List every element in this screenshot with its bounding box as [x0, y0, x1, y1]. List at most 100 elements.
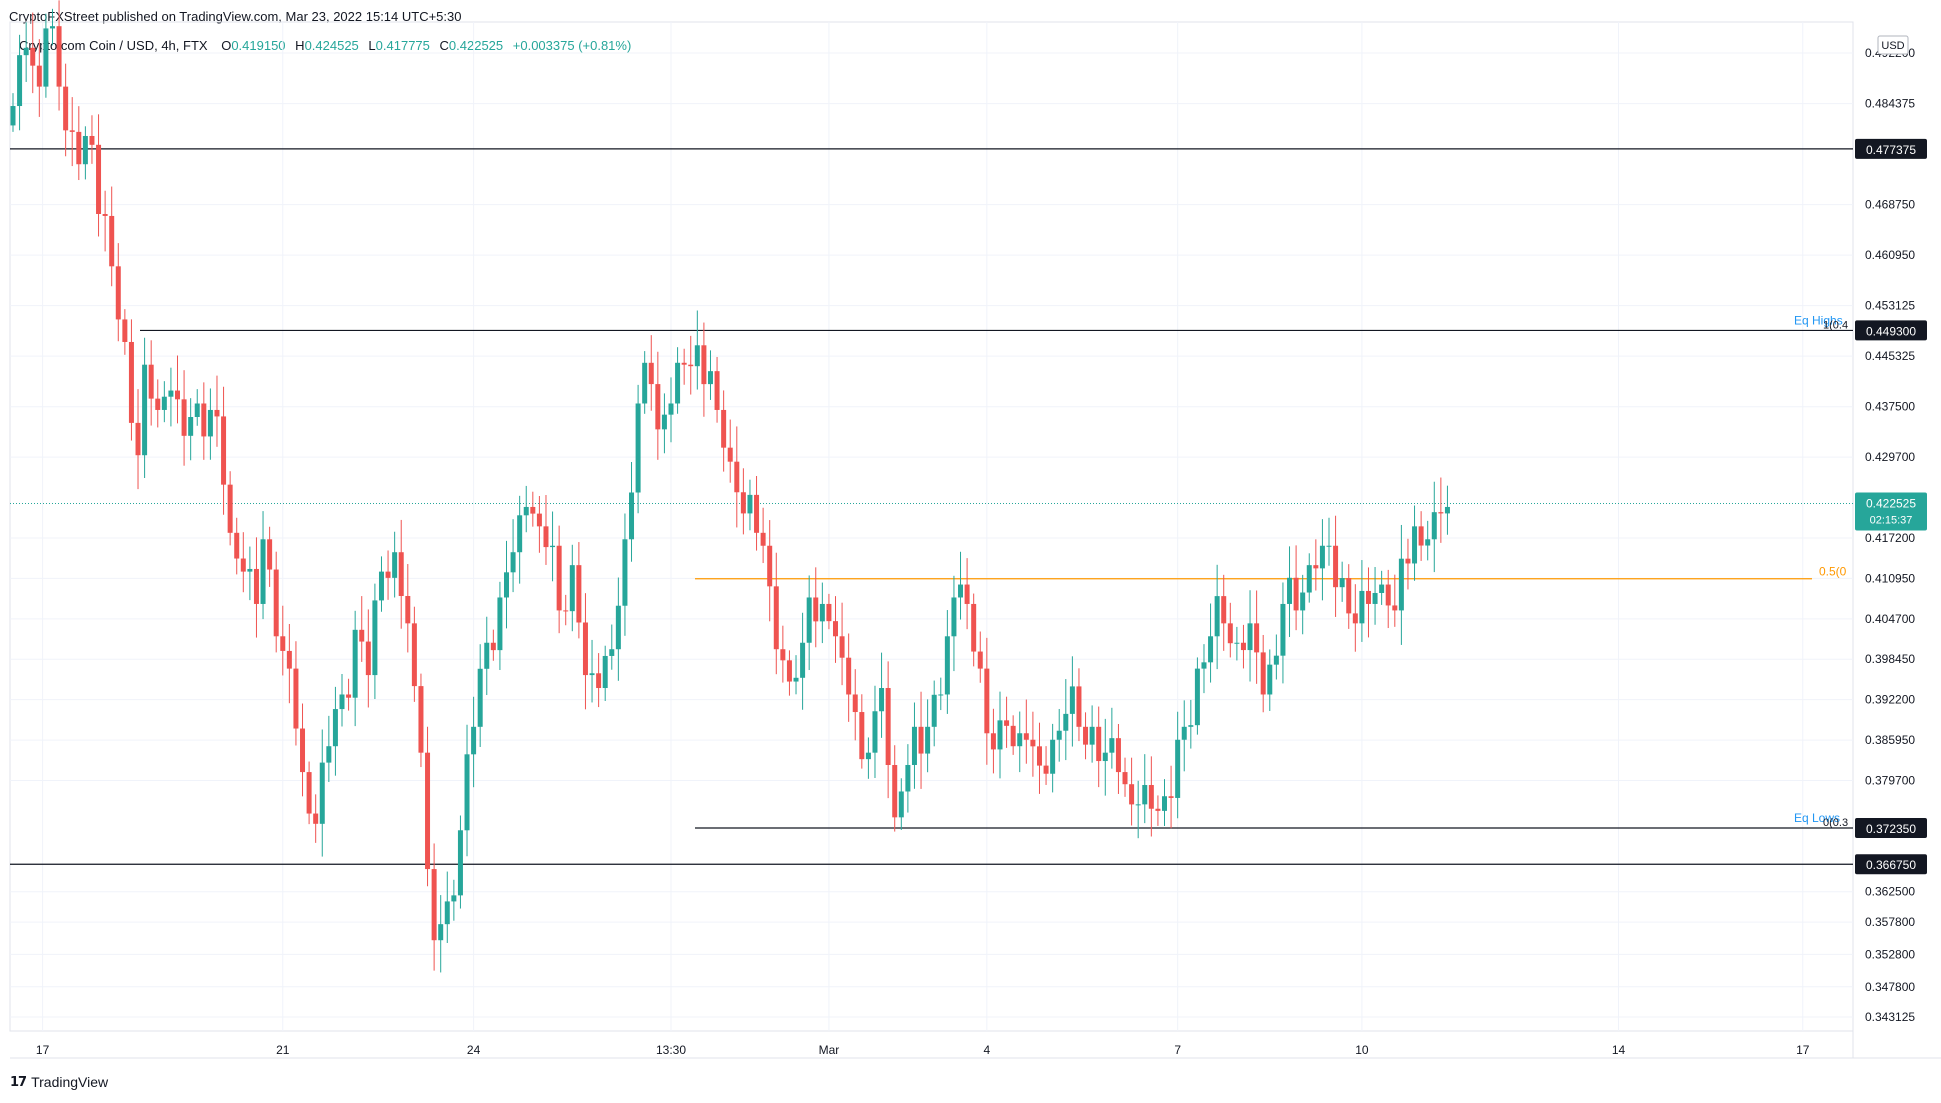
candle-up — [43, 28, 49, 87]
candle-up — [1109, 738, 1115, 753]
candle-down — [1227, 623, 1233, 644]
candle-up — [1142, 785, 1148, 805]
candle-down — [411, 623, 417, 687]
candle-up — [1372, 592, 1378, 604]
y-tick-label: 0.352800 — [1865, 947, 1915, 961]
candle-up — [1208, 636, 1214, 663]
currency-label: USD — [1881, 40, 1904, 52]
candle-up — [477, 668, 483, 727]
candle-down — [1293, 577, 1299, 611]
candle-down — [1083, 726, 1089, 745]
published-header: CryptoFXStreet published on TradingView.… — [9, 9, 462, 24]
candle-up — [260, 539, 266, 604]
candle-down — [918, 726, 924, 754]
candle-down — [313, 813, 319, 824]
y-tick-label: 0.429700 — [1865, 450, 1915, 464]
candle-down — [431, 869, 437, 941]
candle-up — [510, 552, 516, 573]
x-tick-label: 13:30 — [656, 1043, 686, 1057]
candle-down — [885, 688, 891, 766]
candle-up — [622, 539, 628, 606]
candle-up — [1056, 730, 1062, 740]
candle-down — [971, 603, 977, 652]
support-price-label: 0.366750 — [1866, 858, 1916, 872]
candle-down — [69, 130, 75, 132]
candle-down — [1096, 726, 1102, 762]
candle-up — [471, 726, 477, 755]
candle-down — [1240, 642, 1246, 651]
x-tick-label: 4 — [983, 1043, 990, 1057]
x-tick-label: 24 — [467, 1043, 481, 1057]
candle-down — [786, 660, 792, 682]
candle-down — [721, 409, 727, 448]
candle-up — [898, 791, 904, 818]
candle-up — [457, 830, 463, 896]
candle-down — [128, 341, 134, 423]
candle-up — [1214, 596, 1220, 637]
candle-down — [1043, 765, 1049, 774]
candle-up — [1069, 686, 1075, 714]
y-tick-label: 0.484375 — [1865, 97, 1915, 111]
candle-up — [1188, 725, 1194, 727]
resistance-price-tag — [1855, 138, 1927, 159]
candle-up — [23, 47, 29, 56]
last-price-tag — [1855, 492, 1927, 531]
candle-up — [1287, 577, 1293, 604]
candle-up — [1379, 584, 1385, 593]
candle-down — [576, 565, 582, 623]
candle-down — [405, 596, 411, 624]
candle-up — [938, 694, 944, 696]
candle-down — [1036, 746, 1042, 766]
candle-up — [352, 629, 358, 698]
candle-down — [36, 65, 42, 87]
candle-down — [1313, 565, 1319, 569]
candle-up — [550, 545, 556, 548]
candle-up — [1431, 512, 1437, 540]
candle-up — [931, 694, 937, 727]
candle-up — [589, 673, 595, 676]
candle-up — [378, 571, 384, 601]
candle-up — [188, 417, 194, 436]
candle-down — [490, 642, 496, 651]
candle-up — [10, 106, 16, 126]
candle-down — [839, 636, 845, 658]
candle-up — [1326, 545, 1332, 547]
y-tick-label: 0.417200 — [1865, 531, 1915, 545]
candle-down — [267, 539, 273, 570]
y-tick-label: 0.343125 — [1865, 1010, 1915, 1024]
candle-up — [438, 924, 444, 941]
candle-up — [484, 642, 490, 669]
eq-highs-fib-text: 1(0.4 — [1823, 319, 1848, 331]
candle-up — [958, 584, 964, 598]
candle-down — [1168, 796, 1174, 798]
candle-down — [1148, 785, 1154, 809]
candle-up — [1425, 539, 1431, 546]
candle-down — [1030, 739, 1036, 747]
candle-up — [609, 649, 615, 656]
candle-up — [464, 754, 470, 831]
tradingview-footer[interactable]: 𝟭𝟳 TradingView — [10, 1074, 108, 1090]
candle-down — [754, 494, 760, 533]
x-tick-label: 10 — [1355, 1043, 1369, 1057]
x-tick-label: 17 — [1796, 1043, 1810, 1057]
candle-up — [569, 565, 575, 612]
legend-symbol: Crypto.com Coin / USD, 4h, FTX — [19, 38, 208, 53]
candle-down — [234, 532, 240, 559]
plot-frame — [9, 21, 1854, 1032]
x-tick-label: 7 — [1174, 1043, 1181, 1057]
candle-up — [1135, 804, 1141, 806]
y-tick-label: 0.453125 — [1865, 299, 1915, 313]
candle-up — [247, 568, 253, 572]
y-tick-label: 0.357800 — [1865, 915, 1915, 929]
eq-lows-price-label: 0.372350 — [1866, 822, 1916, 836]
y-tick-label: 0.385950 — [1865, 733, 1915, 747]
candle-down — [175, 390, 180, 400]
candle-down — [115, 266, 121, 320]
y-tick-label: 0.362500 — [1865, 885, 1915, 899]
candle-down — [1438, 512, 1444, 514]
candle-down — [155, 398, 161, 410]
candle-down — [1155, 808, 1161, 811]
candle-down — [767, 545, 773, 587]
candle-down — [563, 610, 569, 612]
